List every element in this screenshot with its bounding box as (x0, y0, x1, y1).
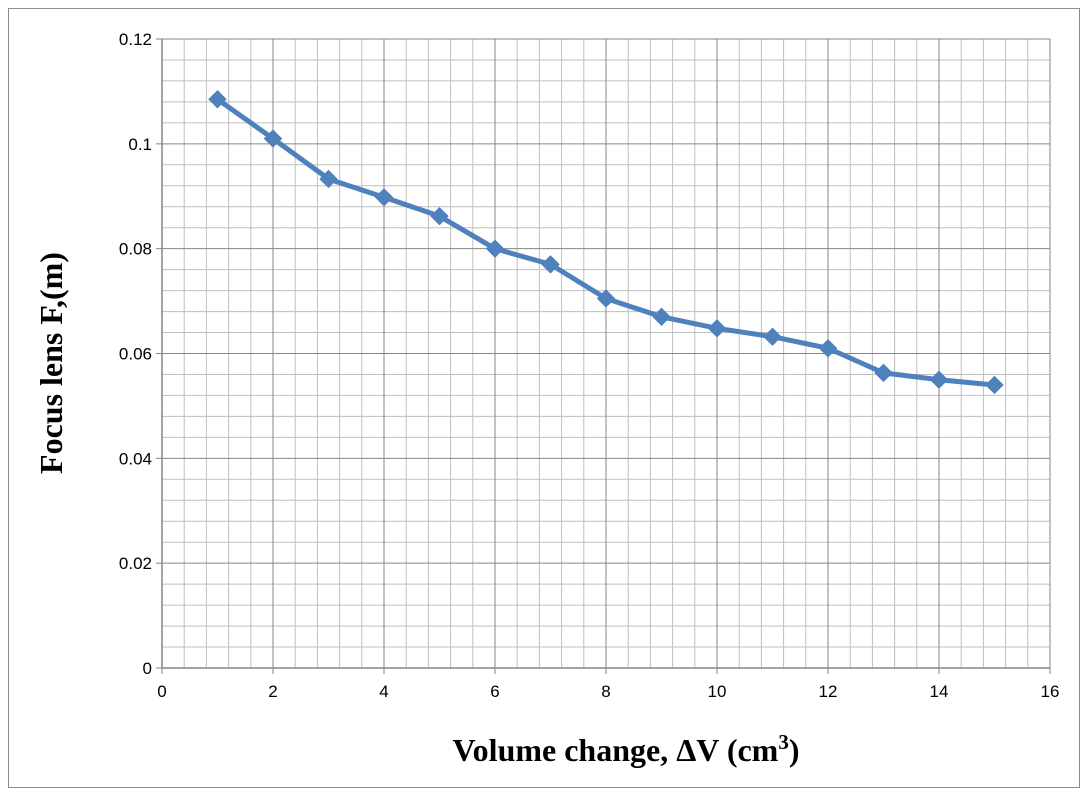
series-group (208, 90, 1004, 395)
data-point-marker (319, 169, 338, 189)
x-tick-labels: 0 2 4 6 8 10 12 14 16 (157, 682, 1059, 701)
data-point-marker (707, 319, 727, 338)
x-tick-label: 2 (268, 682, 277, 701)
y-tick-label: 0.12 (119, 30, 152, 49)
data-point-marker (596, 289, 616, 308)
data-point-marker (374, 188, 394, 207)
line-chart: 0 2 4 6 8 10 12 14 16 0 0.02 0.04 0.06 0.08 0.1 0.12 V… (33, 30, 1059, 768)
data-point-marker (929, 370, 949, 389)
x-tick-label: 10 (708, 682, 727, 701)
x-tick-label: 16 (1041, 682, 1060, 701)
data-point-marker (652, 307, 671, 327)
data-point-marker (874, 363, 893, 383)
x-tick-label: 12 (819, 682, 838, 701)
x-axis-title: Volume change, ΔV (cm3) (453, 730, 800, 768)
data-point-marker (541, 255, 560, 274)
x-tick-label: 0 (157, 682, 166, 701)
x-tick-label: 8 (601, 682, 610, 701)
y-tick-label: 0.1 (128, 135, 152, 154)
x-axis-title-superscript: 3 (778, 730, 789, 754)
data-point-marker (263, 129, 283, 148)
y-tick-label: 0.08 (119, 240, 152, 259)
y-tick-labels: 0 0.02 0.04 0.06 0.08 0.1 0.12 (119, 30, 152, 678)
x-tick-label: 6 (490, 682, 499, 701)
data-point-marker (485, 239, 505, 258)
x-tick-label: 14 (930, 682, 949, 701)
x-axis-title-text: Volume change, ΔV (cm (453, 732, 779, 768)
chart-frame: 0 2 4 6 8 10 12 14 16 0 0.02 0.04 0.06 0.08 0.1 0.12 V… (8, 8, 1080, 788)
data-point-marker (818, 339, 838, 358)
data-point-marker (985, 375, 1004, 395)
y-tick-label: 0 (143, 659, 152, 678)
data-point-marker (763, 327, 782, 346)
y-axis-title: Focus lens F,(m) (33, 252, 69, 474)
y-tick-label: 0.06 (119, 345, 152, 364)
y-tick-label: 0.02 (119, 554, 152, 573)
axes (156, 38, 1051, 674)
data-point-marker (430, 206, 449, 226)
x-axis-title-suffix: ) (789, 732, 800, 768)
data-point-marker (208, 90, 227, 109)
x-tick-label: 4 (379, 682, 388, 701)
y-tick-label: 0.04 (119, 449, 152, 468)
